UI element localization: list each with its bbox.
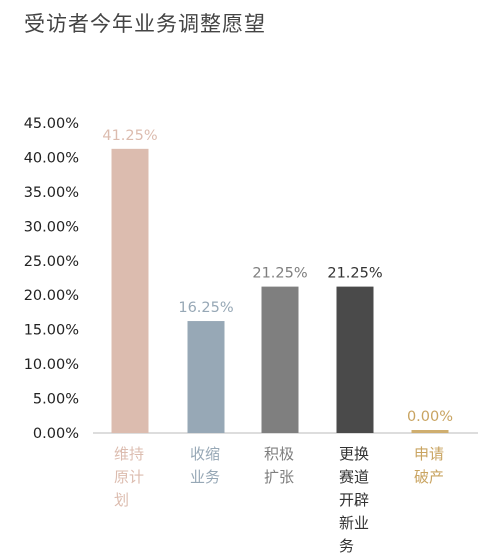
data-label: 41.25% xyxy=(102,128,157,144)
category-label: 开辟 xyxy=(339,491,369,509)
y-tick-label: 5.00% xyxy=(33,392,79,408)
y-tick-label: 35.00% xyxy=(24,185,79,201)
y-tick-label: 0.00% xyxy=(33,426,79,442)
y-tick-label: 15.00% xyxy=(24,323,79,339)
y-tick-label: 45.00% xyxy=(24,116,79,132)
category-label: 破产 xyxy=(414,468,444,486)
category-label: 务 xyxy=(339,537,354,553)
category-label: 赛道 xyxy=(339,468,369,486)
category-label: 积极 xyxy=(264,445,294,463)
category-label: 业务 xyxy=(190,468,220,486)
bar xyxy=(261,286,299,433)
y-tick-label: 40.00% xyxy=(24,150,79,166)
bar xyxy=(111,148,149,434)
category-label: 维持 xyxy=(114,445,144,463)
y-tick-label: 20.00% xyxy=(24,288,79,304)
y-axis-ticks: 0.00% 5.00% 10.00% 15.00% 20.00% 25.00% 30.00%… xyxy=(24,116,79,442)
y-tick-label: 30.00% xyxy=(24,219,79,235)
data-labels-group: 41.25% 16.25% 21.25% 21.25% 0.00% xyxy=(102,128,453,425)
chart-title: 受访者今年业务调整愿望 xyxy=(24,12,266,36)
category-label: 更换 xyxy=(339,445,369,463)
data-label: 0.00% xyxy=(407,409,453,425)
data-label: 16.25% xyxy=(178,300,233,316)
bar xyxy=(336,286,374,433)
bar xyxy=(187,321,225,433)
data-label: 21.25% xyxy=(252,266,307,282)
category-label: 扩张 xyxy=(264,468,294,486)
category-label: 新业 xyxy=(339,514,369,532)
bar xyxy=(411,430,449,433)
data-label: 21.25% xyxy=(327,266,382,282)
category-label: 划 xyxy=(114,491,129,509)
category-label: 收缩 xyxy=(190,445,220,463)
y-tick-label: 25.00% xyxy=(24,254,79,270)
category-label: 原计 xyxy=(114,468,144,486)
bars-group xyxy=(111,148,449,434)
category-label: 申请 xyxy=(414,445,444,463)
y-tick-label: 10.00% xyxy=(24,357,79,373)
